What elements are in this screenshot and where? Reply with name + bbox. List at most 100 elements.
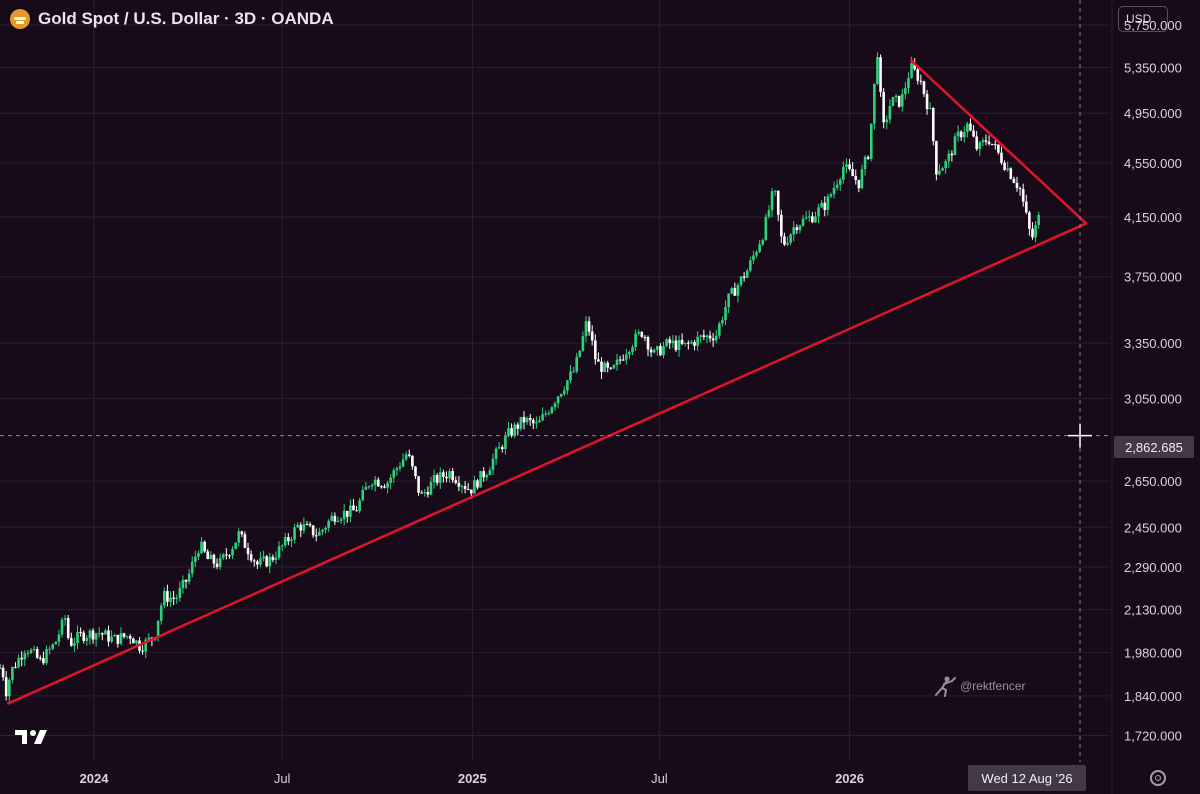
candle-body: [851, 169, 854, 177]
candle-body: [798, 225, 802, 231]
candle-body: [88, 630, 92, 638]
candle-body: [1015, 182, 1019, 189]
candle-body: [420, 492, 423, 494]
candle-body: [107, 630, 110, 642]
candle-body: [879, 57, 882, 92]
candle-body: [634, 333, 637, 348]
candle-body: [789, 234, 792, 243]
currency-selector[interactable]: USD: [1118, 6, 1168, 32]
candle-body: [618, 359, 622, 361]
candle-body: [559, 393, 563, 397]
y-tick-label: 1,980.000: [1124, 646, 1182, 661]
candle-body: [866, 156, 870, 159]
candle-body: [730, 288, 734, 294]
candle-body: [91, 630, 95, 640]
candle-body: [82, 632, 86, 641]
candle-body: [773, 190, 777, 192]
fencer-icon: [935, 676, 956, 697]
candle-body: [26, 652, 30, 654]
candle-body: [187, 573, 191, 582]
candle-body: [330, 515, 334, 521]
candle-body: [442, 472, 445, 477]
candle-body: [352, 505, 355, 511]
candle-body: [1021, 189, 1025, 202]
candle-body: [600, 361, 603, 372]
candle-body: [491, 458, 495, 471]
candle-body: [426, 491, 430, 495]
candle-body: [79, 631, 82, 633]
candle-body: [755, 252, 758, 256]
candle-body: [705, 335, 709, 338]
candle-body: [811, 216, 814, 223]
candle-body: [665, 339, 668, 347]
candle-body: [336, 520, 340, 522]
candle-body: [116, 634, 120, 644]
candle-body: [451, 471, 454, 481]
candle-body: [97, 633, 101, 635]
candle-body: [156, 620, 160, 638]
candle-body: [510, 428, 513, 436]
candle-body: [240, 531, 244, 535]
candle-body: [997, 144, 1000, 153]
candle-body: [132, 638, 135, 644]
candle-body: [581, 336, 585, 351]
candle-body: [1, 667, 5, 678]
candle-body: [364, 486, 368, 490]
candle-body: [693, 341, 696, 346]
candle-body: [553, 403, 557, 408]
candle-body: [603, 362, 606, 372]
candle-body: [197, 553, 200, 557]
candle-body: [35, 648, 39, 658]
candle-body: [370, 484, 374, 487]
candle-body: [380, 486, 383, 488]
candle-body: [659, 346, 662, 356]
candle-body: [221, 554, 225, 558]
candle-body: [584, 321, 588, 337]
candle-body: [953, 136, 957, 156]
candle-body: [897, 95, 901, 107]
candle-body: [104, 630, 107, 635]
candle-body: [178, 587, 182, 599]
candle-body: [776, 190, 780, 215]
y-tick-label: 3,350.000: [1124, 336, 1182, 351]
candle-body: [1009, 168, 1013, 179]
candle-body: [23, 653, 27, 660]
candle-body: [876, 57, 879, 84]
candle-body: [39, 657, 42, 659]
candle-body: [485, 475, 489, 478]
candle-body: [101, 633, 104, 635]
y-tick-label: 2,130.000: [1124, 603, 1182, 618]
candle-body: [550, 407, 554, 414]
candle-body: [891, 96, 895, 107]
candle-body: [17, 657, 20, 668]
candle-body: [228, 555, 231, 557]
candle-body: [910, 63, 913, 78]
candle-body: [392, 470, 396, 478]
candle-body: [1034, 225, 1037, 238]
candle-body: [993, 144, 997, 146]
candle-body: [293, 527, 296, 540]
candle-body: [938, 170, 941, 175]
y-tick-label: 4,550.000: [1124, 156, 1182, 171]
candle-body: [640, 331, 644, 337]
candle-body: [500, 447, 504, 449]
y-tick-label: 2,450.000: [1124, 520, 1182, 535]
candle-body: [690, 341, 693, 344]
candle-body: [919, 80, 923, 82]
candle-body: [708, 335, 712, 339]
candle-body: [832, 187, 836, 195]
candle-body: [448, 471, 451, 479]
candle-body: [398, 466, 402, 469]
candle-body: [209, 554, 213, 560]
candle-body: [519, 416, 523, 429]
candle-body: [407, 454, 411, 456]
trendline: [6, 222, 1087, 706]
settings-gear-icon[interactable]: [1150, 770, 1166, 786]
candle-body: [513, 424, 516, 436]
candle-body: [60, 619, 64, 635]
candle-body: [172, 597, 175, 599]
candle-body: [308, 524, 312, 526]
candle-body: [259, 558, 262, 565]
candle-body: [597, 359, 600, 362]
